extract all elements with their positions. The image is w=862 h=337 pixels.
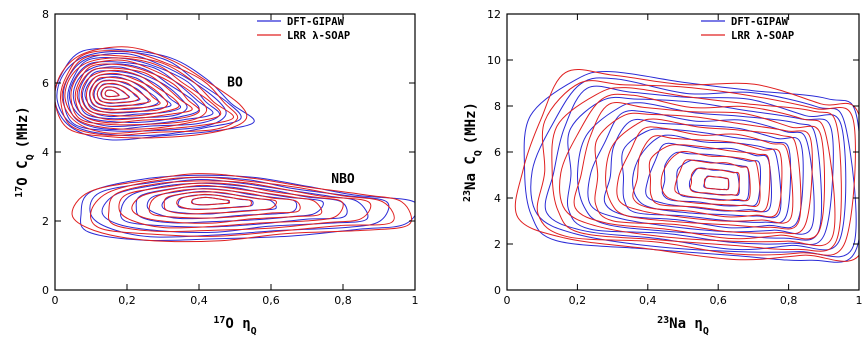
legend-label: DFT-GIPAW bbox=[731, 16, 789, 28]
lrr-soap-contour-bo-2 bbox=[61, 54, 234, 134]
lrr-soap-contour-nbo-0 bbox=[71, 173, 412, 243]
annotation-bo: BO bbox=[227, 75, 243, 90]
x-tick-label: 0 bbox=[52, 294, 59, 307]
legend-label: DFT-GIPAW bbox=[287, 16, 345, 28]
x-tick-label: 1 bbox=[412, 294, 419, 307]
legend-label: LRR λ-SOAP bbox=[731, 30, 794, 42]
dft-gipaw-contour-bo-6 bbox=[78, 66, 188, 120]
lrr-soap-contour-na-7 bbox=[616, 126, 794, 224]
lrr-soap-contour-nbo-1 bbox=[90, 176, 395, 237]
dft-gipaw-contour-na-2 bbox=[544, 85, 847, 251]
y-axis-label: 23Na CQ(MHz) bbox=[462, 102, 484, 202]
y-tick-label: 0 bbox=[494, 284, 501, 297]
dft-gipaw-contour-na-7 bbox=[621, 128, 792, 224]
dft-gipaw-contour-nbo-2 bbox=[101, 178, 369, 233]
x-tick-label: 0,2 bbox=[569, 294, 587, 307]
x-tick-label: 0,4 bbox=[190, 294, 208, 307]
lrr-soap-contour-bo-10 bbox=[92, 80, 151, 108]
lrr-soap-contour-bo-8 bbox=[85, 72, 169, 113]
y-tick-label: 2 bbox=[42, 215, 49, 228]
dft-gipaw-contour-na-0 bbox=[523, 71, 859, 263]
dft-gipaw-contour-nbo-0 bbox=[79, 174, 415, 242]
dft-gipaw-contour-na-3 bbox=[566, 96, 834, 246]
x-tick-label: 0,6 bbox=[709, 294, 727, 307]
lrr-soap-contour-bo-7 bbox=[80, 69, 180, 117]
dft-gipaw-contour-bo-11 bbox=[96, 83, 141, 104]
annotation-nbo: NBO bbox=[331, 172, 355, 187]
lrr-soap-contour-na-8 bbox=[632, 135, 783, 218]
lrr-soap-contour-na-3 bbox=[559, 93, 836, 247]
lrr-soap-contour-na-5 bbox=[594, 112, 813, 235]
dft-gipaw-contour-bo-0 bbox=[55, 48, 255, 141]
contours bbox=[55, 46, 415, 243]
lrr-soap-contour-nbo-8 bbox=[190, 196, 231, 206]
y-tick-label: 0 bbox=[42, 284, 49, 297]
legend: DFT-GIPAW LRR λ-SOAP bbox=[701, 16, 794, 42]
legend-label: LRR λ-SOAP bbox=[287, 30, 350, 42]
x-tick-label: 0,6 bbox=[262, 294, 280, 307]
lrr-soap-contour-na-0 bbox=[514, 69, 859, 262]
y-tick-label: 10 bbox=[487, 54, 501, 67]
lrr-soap-contour-bo-12 bbox=[101, 86, 130, 101]
lrr-soap-contour-bo-9 bbox=[89, 76, 161, 111]
dft-gipaw-contour-na-1 bbox=[530, 77, 857, 258]
x-tick-label: 0,2 bbox=[118, 294, 136, 307]
dft-gipaw-contour-bo-2 bbox=[62, 52, 227, 132]
lrr-soap-contour-bo-4 bbox=[70, 59, 208, 126]
lrr-soap-contour-na-2 bbox=[551, 87, 842, 252]
x-axis-label: 17O ηQ bbox=[213, 315, 256, 337]
lrr-soap-contour-na-4 bbox=[573, 102, 826, 240]
lrr-soap-contour-nbo-2 bbox=[107, 180, 372, 233]
dft-gipaw-contour-bo-4 bbox=[68, 61, 214, 128]
lrr-soap-contour-nbo-3 bbox=[118, 182, 344, 229]
y-tick-label: 6 bbox=[42, 77, 49, 90]
dft-gipaw-contour-na-5 bbox=[587, 110, 815, 235]
y-tick-label: 4 bbox=[494, 192, 501, 205]
lrr-soap-contour-nbo-7 bbox=[176, 193, 252, 210]
plot-panel-1: 0 0,2 0,4 0,6 0,8 1 0 2 4 6 8 17O ηQ 17O CQ(MHz) DFT-… bbox=[14, 8, 419, 337]
dft-gipaw-contour-bo-8 bbox=[84, 73, 172, 114]
x-axis-label: 23Na ηQ bbox=[657, 315, 709, 337]
lrr-soap-contour-bo-6 bbox=[76, 67, 193, 121]
lrr-soap-contour-nbo-5 bbox=[148, 188, 301, 219]
lrr-soap-contour-na-1 bbox=[536, 80, 856, 256]
lrr-soap-contour-bo-1 bbox=[60, 50, 239, 136]
lrr-soap-contour-bo-11 bbox=[96, 82, 140, 104]
lrr-soap-contour-na-6 bbox=[605, 118, 802, 230]
y-tick-label: 4 bbox=[42, 146, 49, 159]
dft-gipaw-contour-nbo-4 bbox=[135, 185, 324, 224]
dft-gipaw-contour-na-6 bbox=[603, 118, 804, 229]
lrr-soap-contour-bo-13 bbox=[104, 89, 120, 98]
lrr-soap-contour-na-11 bbox=[674, 159, 751, 202]
y-tick-label: 8 bbox=[494, 100, 501, 113]
lrr-soap-contour-nbo-4 bbox=[131, 184, 323, 224]
x-tick-label: 0,8 bbox=[334, 294, 352, 307]
lrr-soap-contour-na-9 bbox=[648, 144, 771, 213]
lrr-soap-contour-nbo-6 bbox=[163, 191, 277, 215]
y-tick-label: 2 bbox=[494, 238, 501, 251]
y-tick-label: 6 bbox=[494, 146, 501, 159]
legend: DFT-GIPAW LRR λ-SOAP bbox=[257, 16, 350, 42]
contours bbox=[514, 69, 859, 263]
x-tick-label: 0,4 bbox=[639, 294, 657, 307]
lrr-soap-contour-bo-5 bbox=[74, 63, 201, 124]
lrr-soap-contour-bo-3 bbox=[64, 57, 222, 130]
lrr-soap-contour-na-13 bbox=[703, 175, 729, 191]
dft-gipaw-contour-bo-9 bbox=[88, 76, 159, 110]
x-tick-label: 1 bbox=[856, 294, 862, 307]
lrr-soap-contour-na-12 bbox=[689, 167, 740, 196]
y-tick-label: 8 bbox=[42, 8, 49, 21]
dft-gipaw-contour-na-4 bbox=[576, 102, 823, 241]
y-tick-label: 12 bbox=[487, 8, 501, 21]
lrr-soap-contour-na-10 bbox=[660, 150, 761, 208]
x-tick-label: 0,8 bbox=[780, 294, 798, 307]
y-axis-label: 17O CQ(MHz) bbox=[14, 106, 36, 198]
lrr-soap-contour-bo-0 bbox=[55, 46, 248, 139]
x-tick-label: 0 bbox=[504, 294, 511, 307]
